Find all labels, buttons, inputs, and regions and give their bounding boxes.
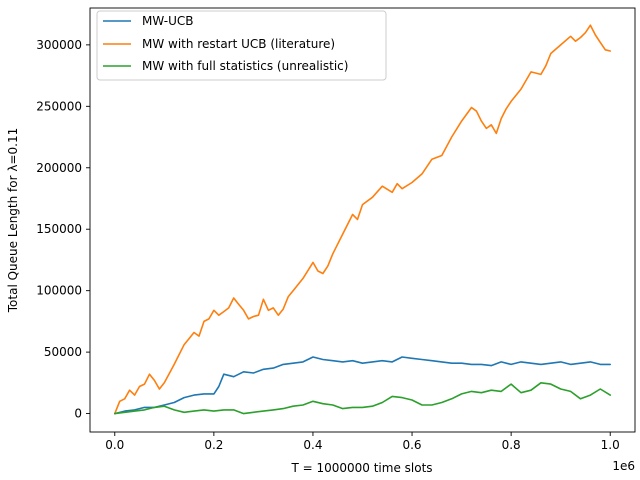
x-tick-label: 0.6 <box>402 438 421 452</box>
y-tick-label: 100000 <box>36 284 82 298</box>
series-line-mw-full-statistics <box>114 381 612 415</box>
series-line-mw-restart-ucb <box>114 24 612 415</box>
y-axis-label: Total Queue Length for λ=0.11 <box>6 128 20 313</box>
x-tick-label: 0.8 <box>502 438 521 452</box>
legend: MW-UCB MW with restart UCB (literature) … <box>96 10 387 81</box>
y-tick-label: 0 <box>74 407 82 421</box>
x-axis-label: T = 1000000 time slots <box>290 461 432 475</box>
x-axis-ticks: 0.0 0.2 0.4 0.6 0.8 1.0 <box>105 432 620 452</box>
y-tick-label: 200000 <box>36 161 82 175</box>
y-tick-label: 250000 <box>36 99 82 113</box>
x-tick-label: 1.0 <box>601 438 620 452</box>
x-tick-label: 0.4 <box>303 438 322 452</box>
y-tick-label: 50000 <box>44 345 82 359</box>
legend-label-mw-restart-ucb: MW with restart UCB (literature) <box>142 37 335 51</box>
x-tick-label: 0.0 <box>105 438 124 452</box>
legend-box <box>96 10 387 81</box>
series-line-mw-ucb <box>114 356 612 415</box>
x-axis-offset-label: 1e6 <box>612 459 635 473</box>
plot-area-frame <box>89 7 636 433</box>
plot-lines <box>114 24 612 415</box>
y-axis-ticks: 0 50000 100000 150000 200000 250000 300000 <box>36 38 90 421</box>
y-tick-label: 300000 <box>36 38 82 52</box>
legend-label-mw-ucb: MW-UCB <box>142 14 193 28</box>
y-tick-label: 150000 <box>36 222 82 236</box>
legend-label-mw-full-statistics: MW with full statistics (unrealistic) <box>142 59 348 73</box>
x-tick-label: 0.2 <box>204 438 223 452</box>
